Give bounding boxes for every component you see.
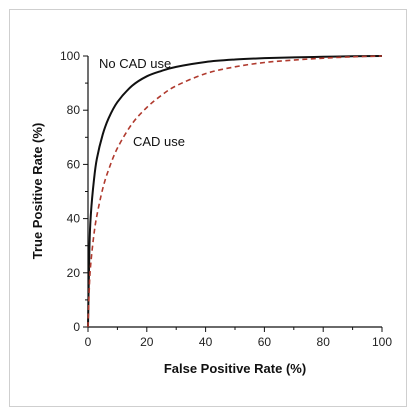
axes: 0 20 40 60 80 100 0 20 40 60 80 100 <box>60 49 392 349</box>
y-tick-label: 20 <box>67 266 81 280</box>
series-line-no-cad-use <box>87 55 383 328</box>
x-axis-label: False Positive Rate (%) <box>164 361 306 376</box>
x-tick-label: 80 <box>317 335 331 349</box>
x-tick-label: 60 <box>258 335 272 349</box>
y-axis-label: True Positive Rate (%) <box>30 123 45 260</box>
series-line-cad-use <box>87 55 383 328</box>
x-tick-label: 100 <box>372 335 392 349</box>
series-label-no-cad-use: No CAD use <box>99 56 171 71</box>
x-tick-label: 0 <box>85 335 92 349</box>
y-tick-label: 40 <box>67 212 81 226</box>
y-tick-label: 0 <box>73 320 80 334</box>
figure-frame <box>9 9 407 407</box>
y-tick-label: 80 <box>67 103 81 117</box>
series-label-cad-use: CAD use <box>133 134 185 149</box>
x-tick-label: 40 <box>199 335 213 349</box>
labels-group: False Positive Rate (%) True Positive Ra… <box>30 56 306 376</box>
y-tick-label: 60 <box>67 157 81 171</box>
x-tick-label: 20 <box>140 335 154 349</box>
y-tick-label: 100 <box>60 49 80 63</box>
series-group <box>87 55 383 328</box>
